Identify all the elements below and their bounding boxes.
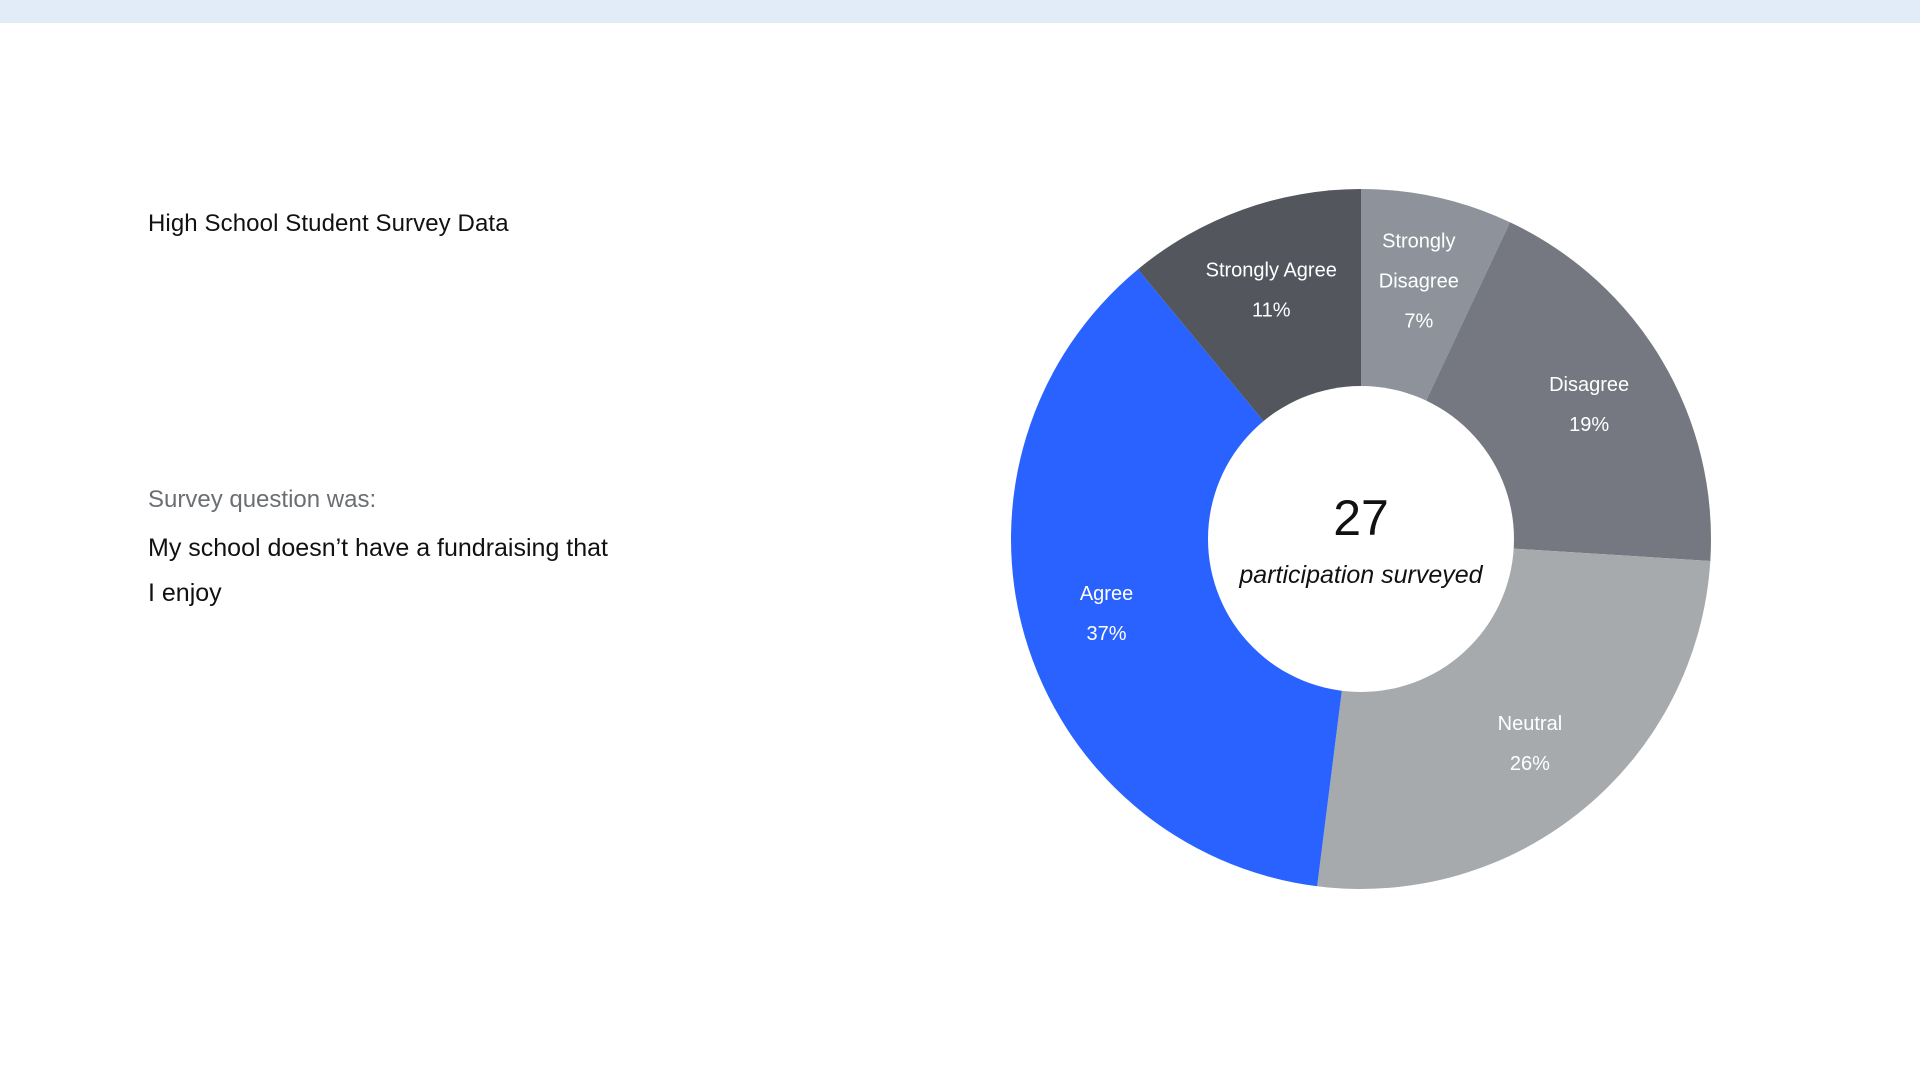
slice-name: Neutral [1498,713,1562,735]
question-text: My school doesn’t have a fundraising tha… [148,534,608,607]
slice-percent: 26% [1510,753,1550,775]
slice-label-agree: Agree 37% [1080,583,1133,645]
slice-agree [1011,269,1361,887]
slice-label-strongly-disagree: Strongly Disagree 7% [1379,230,1459,332]
slice-percent: 11% [1252,300,1291,322]
slice-name: Disagree [1549,374,1629,396]
slice-name: Strongly [1382,230,1455,252]
center-caption: participation surveyed [1238,561,1483,589]
slice-name: Strongly Agree [1206,260,1337,282]
question-label: Survey question was: [148,486,377,513]
top-strip [0,0,1920,23]
slice-name: Disagree [1379,270,1459,292]
slice-percent: 37% [1087,623,1127,645]
center-total: 27 [1333,490,1389,546]
donut-labels: Strongly Disagree 7% Disagree 19% Neutral 26% A… [1080,230,1629,775]
slice-percent: 19% [1569,414,1609,436]
slice-percent: 7% [1404,310,1433,332]
slice-label-neutral: Neutral 26% [1498,713,1562,775]
slice-label-disagree: Disagree 19% [1549,374,1629,436]
slice-name: Agree [1080,583,1133,605]
chart-title: High School Student Survey Data [148,210,509,237]
donut-hole [1208,386,1514,692]
slice-label-strongly-agree: Strongly Agree 11% [1206,260,1337,322]
